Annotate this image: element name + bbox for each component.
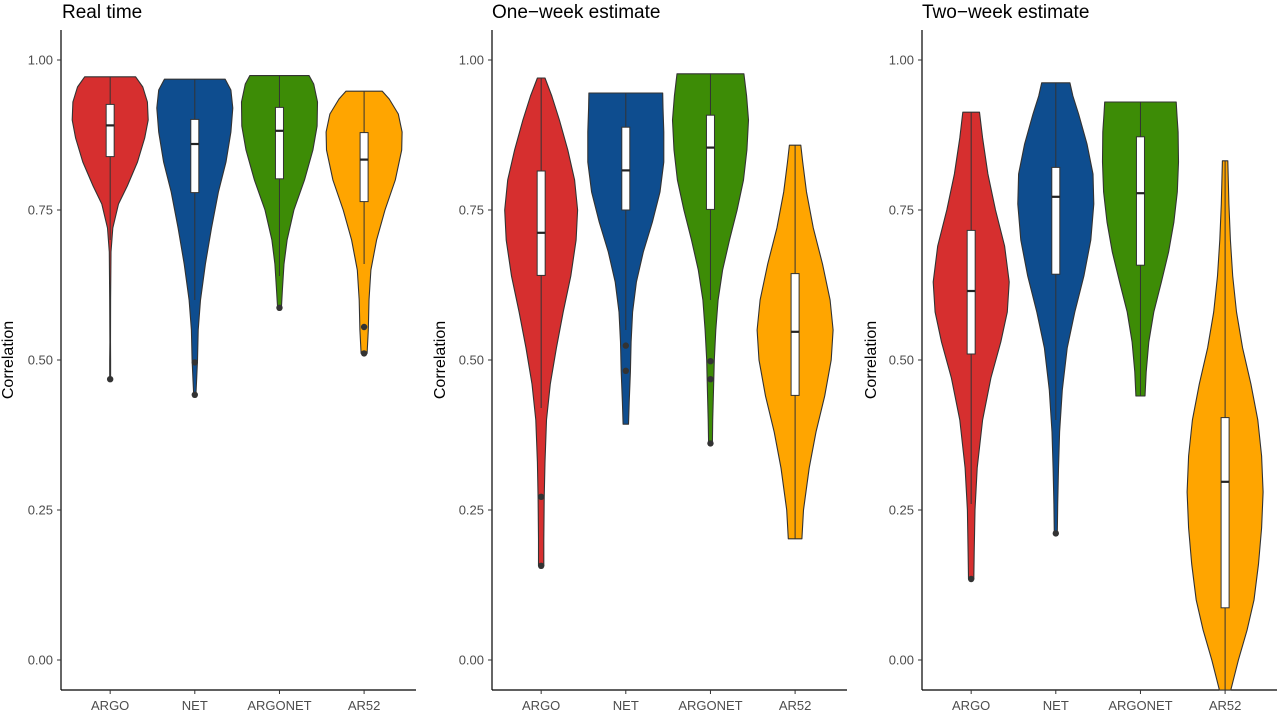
y-tick-label: 0.50 [889, 353, 914, 368]
box-iqr [1220, 417, 1230, 609]
y-tick-label: 0.00 [28, 653, 53, 668]
outlier-point [276, 304, 283, 311]
y-axis-title: Correlation [863, 321, 880, 399]
box-iqr [105, 103, 115, 158]
x-tick-label: ARGONET [247, 698, 311, 713]
outlier-point [360, 350, 368, 357]
box-iqr [1051, 166, 1061, 275]
y-tick-label: 0.75 [889, 203, 914, 218]
violin-group-net: NET [156, 78, 234, 713]
outlier-point [707, 376, 714, 383]
outlier-point [622, 367, 629, 374]
violin-group-argo: ARGO [504, 77, 579, 713]
box-iqr [274, 106, 284, 180]
violin-group-ar52: AR52 [756, 144, 834, 713]
box-iqr [536, 170, 546, 276]
x-tick-label: ARGO [952, 698, 990, 713]
outlier-point [537, 493, 545, 500]
box-iqr [790, 273, 800, 396]
x-tick-label: ARGO [522, 698, 560, 713]
x-tick-label: ARGONET [1108, 698, 1172, 713]
violin-group-net: NET [587, 92, 665, 713]
x-tick-label: AR52 [779, 698, 812, 713]
x-tick-label: NET [182, 698, 208, 713]
y-tick-label: 0.50 [28, 353, 53, 368]
outlier-point [360, 323, 368, 331]
outlier-point [707, 358, 714, 365]
violin-group-ar52: AR52 [325, 90, 403, 713]
panel-1: Real time Correlation 0.00 0.25 0.50 0.75 1.00… [0, 2, 416, 713]
panel-title: Two−week estimate [922, 2, 1089, 23]
violin-group-argonet: ARGONET [240, 75, 319, 713]
panel-2: One−week estimate Correlation 0.00 0.25 0.50… [432, 2, 847, 713]
outlier-point [191, 391, 198, 398]
box-iqr [966, 229, 976, 355]
violin-group-argonet: ARGONET [1101, 101, 1180, 713]
box-iqr [705, 114, 715, 210]
box-iqr [621, 126, 631, 211]
y-tick-label: 0.25 [28, 503, 53, 518]
outlier-point [191, 359, 198, 366]
violin-group-ar52: AR52 [1186, 160, 1264, 713]
x-tick-label: ARGO [91, 698, 129, 713]
y-axis-title: Correlation [432, 321, 449, 399]
y-tick-label: 0.50 [459, 353, 484, 368]
outlier-point [106, 376, 114, 383]
violin-group-argonet: ARGONET [671, 73, 750, 713]
y-tick-label: 0.75 [459, 203, 484, 218]
y-tick-label: 0.00 [459, 653, 484, 668]
box-iqr [190, 118, 200, 194]
box-iqr [359, 132, 369, 203]
y-tick-label: 0.75 [28, 203, 53, 218]
x-tick-label: NET [613, 698, 639, 713]
y-tick-label: 0.25 [459, 503, 484, 518]
violin-group-net: NET [1017, 82, 1095, 713]
outlier-point [1052, 530, 1059, 537]
box-iqr [1135, 136, 1145, 266]
panel-title: One−week estimate [492, 2, 660, 23]
y-tick-label: 0.25 [889, 503, 914, 518]
panel-title: Real time [62, 2, 142, 23]
x-tick-label: ARGONET [678, 698, 742, 713]
violin-group-argo: ARGO [71, 76, 149, 713]
y-tick-label: 1.00 [459, 53, 484, 68]
y-tick-label: 1.00 [28, 53, 53, 68]
outlier-point [967, 575, 975, 583]
panel-3: Two−week estimate Correlation 0.00 0.25 0.50… [863, 2, 1277, 713]
violin-group-argo: ARGO [932, 111, 1010, 713]
y-axis-title: Correlation [0, 321, 17, 399]
x-tick-label: NET [1043, 698, 1069, 713]
outlier-point [707, 440, 714, 447]
y-tick-label: 0.00 [889, 653, 914, 668]
x-tick-label: AR52 [348, 698, 381, 713]
x-tick-label: AR52 [1209, 698, 1242, 713]
outlier-point [537, 562, 545, 569]
outlier-point [622, 342, 629, 349]
y-tick-label: 1.00 [889, 53, 914, 68]
